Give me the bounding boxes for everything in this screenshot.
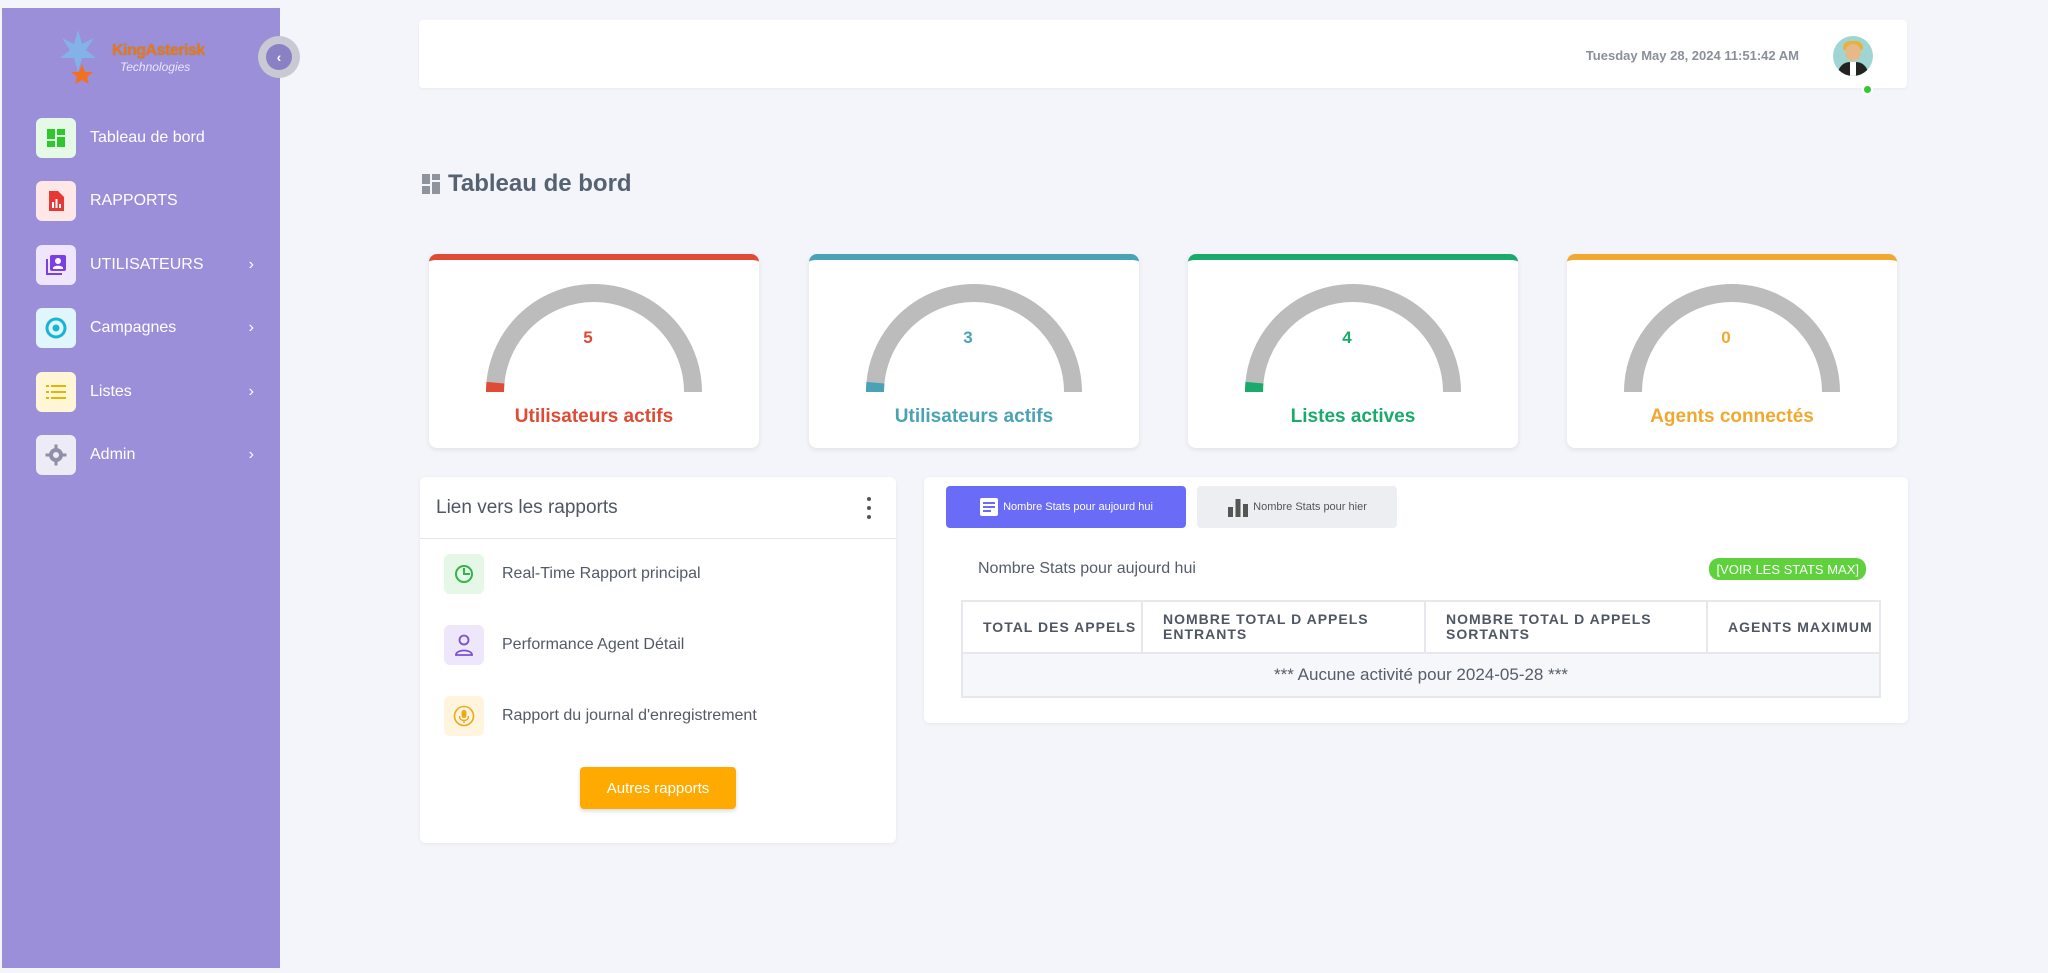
gauge-track [1624,284,1840,393]
article-icon [979,497,999,517]
stats-table: TOTAL DES APPELS NOMBRE TOTAL D APPELS E… [961,600,1881,698]
stat-value: 4 [1342,328,1352,347]
stat-value: 5 [583,328,593,347]
reports-title: Lien vers les rapports [436,496,618,518]
sidebar-item-listes[interactable]: Listes › [36,360,256,424]
chevron-right-icon: › [248,446,254,464]
microphone-icon [444,696,484,736]
stat-value: 0 [1721,328,1731,347]
sidebar-item-label: Campagnes [90,319,177,337]
list-icon [36,371,76,412]
sidebar-item-label: Tableau de bord [90,128,205,146]
stat-label: Utilisateurs actifs [894,406,1054,427]
stat-label: Listes actives [1290,406,1416,427]
stat-card-active-users-2: 3 Utilisateurs actifs [809,254,1139,448]
report-link-label: Real-Time Rapport principal [502,565,701,582]
report-file-icon [36,181,76,222]
contacts-icon [36,244,76,285]
gauge-track [866,284,1082,393]
avatar-shirt [1850,62,1856,76]
chevron-left-icon: ‹ [266,44,292,70]
column-header: TOTAL DES APPELS [961,600,1143,654]
sidebar-item-rapports[interactable]: RAPPORTS [36,170,256,234]
gauge-chart [866,284,1082,393]
tab-stats-yesterday[interactable]: Nombre Stats pour hier [1197,486,1397,528]
table-header-row: TOTAL DES APPELS NOMBRE TOTAL D APPELS E… [961,600,1881,654]
logo[interactable]: KingAsterisk Technologies [58,28,208,90]
page-title: Tableau de bord [422,170,632,198]
sidebar-item-campagnes[interactable]: Campagnes › [36,297,256,361]
gear-icon [36,435,76,476]
stat-label: Agents connectés [1650,406,1814,427]
stat-label: Utilisateurs actifs [514,406,674,427]
tab-stats-today[interactable]: Nombre Stats pour aujourd hui [946,486,1186,528]
column-header: NOMBRE TOTAL D APPELS ENTRANTS [1141,600,1426,654]
gauge-track [486,284,702,393]
stats-panel: Nombre Stats pour aujourd hui Nombre Sta… [924,477,1908,723]
view-max-stats-button[interactable]: [VOIR LES STATS MAX] [1709,558,1866,580]
chevron-right-icon: › [248,255,254,273]
gauge-track [1245,284,1461,393]
dashboard-icon [36,117,76,158]
report-link-realtime[interactable]: Real-Time Rapport principal [444,554,701,594]
gauge-chart [486,284,702,393]
reports-header: Lien vers les rapports [420,477,896,539]
empty-message: *** Aucune activité pour 2024-05-28 *** [961,652,1881,698]
sidebar-nav: Tableau de bord RAPPORTS UTILISATEURS › … [36,106,256,487]
clock-pie-icon [444,554,484,594]
sidebar-item-tableau-de-bord[interactable]: Tableau de bord [36,106,256,170]
page-title-text: Tableau de bord [448,170,632,197]
stat-card-active-lists: 4 Listes actives [1188,254,1518,448]
column-header: NOMBRE TOTAL D APPELS SORTANTS [1424,600,1708,654]
reports-panel: Lien vers les rapports Real-Time Rapport… [420,477,896,843]
sidebar-item-label: UTILISATEURS [90,255,204,273]
tab-label: Nombre Stats pour aujourd hui [1003,501,1153,513]
gauge-chart [1245,284,1461,393]
report-link-recording-log[interactable]: Rapport du journal d'enregistrement [444,696,757,736]
gauge-chart [1624,284,1840,393]
logo-star-icon [60,30,96,84]
stat-card-active-users-1: 5 Utilisateurs actifs [429,254,759,448]
chevron-right-icon: › [248,382,254,400]
sidebar-collapse-button[interactable]: ‹ [258,36,300,78]
logo-subtitle: Technologies [120,60,191,74]
report-link-label: Rapport du journal d'enregistrement [502,707,757,724]
user-avatar[interactable] [1833,36,1873,76]
user-icon [444,625,484,665]
sidebar-item-label: Admin [90,446,136,464]
column-header: AGENTS MAXIMUM [1706,600,1881,654]
stat-value: 3 [963,328,973,347]
top-bar: Tuesday May 28, 2024 11:51:42 AM [419,20,1907,95]
report-link-agent-performance[interactable]: Performance Agent Détail [444,625,684,665]
other-reports-button[interactable]: Autres rapports [580,767,736,809]
sidebar-item-admin[interactable]: Admin › [36,424,256,488]
dashboard-title-icon [422,174,440,194]
bar-chart-icon [1227,497,1249,517]
chevron-right-icon: › [248,319,254,337]
sidebar: KingAsterisk Technologies Tableau de bor… [2,8,280,968]
sidebar-item-label: RAPPORTS [90,192,178,210]
sidebar-item-label: Listes [90,382,132,400]
report-link-label: Performance Agent Détail [502,636,685,653]
tab-label: Nombre Stats pour hier [1253,501,1367,513]
online-status-dot [1862,84,1873,95]
current-datetime: Tuesday May 28, 2024 11:51:42 AM [1585,48,1799,63]
logo-name: KingAsterisk [112,42,205,59]
more-options-icon[interactable] [866,497,872,519]
sidebar-item-utilisateurs[interactable]: UTILISATEURS › [36,233,256,297]
table-row: *** Aucune activité pour 2024-05-28 *** [961,652,1881,698]
stat-card-connected-agents: 0 Agents connectés [1567,254,1897,448]
avatar-head [1845,44,1861,61]
stats-subtitle: Nombre Stats pour aujourd hui [978,560,1196,577]
target-icon [36,308,76,349]
